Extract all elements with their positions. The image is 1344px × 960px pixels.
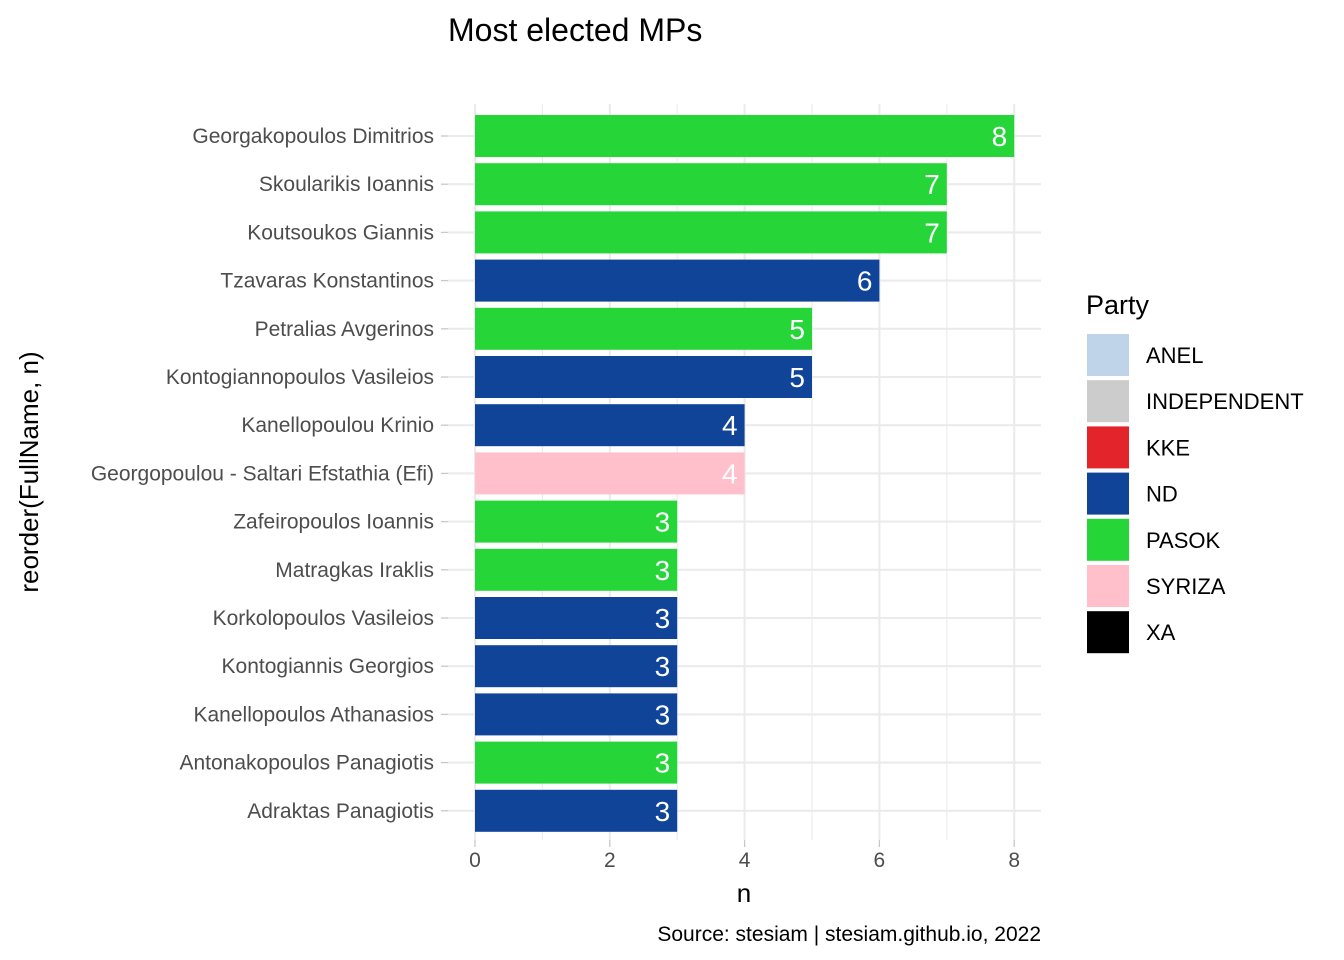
bar-value-label: 7 bbox=[924, 217, 940, 248]
bar-value-label: 3 bbox=[655, 507, 671, 538]
y-tick-label: Koutsoukos Giannis bbox=[247, 221, 434, 244]
y-tick-label: Korkolopoulos Vasileios bbox=[213, 607, 434, 630]
bar-value-label: 5 bbox=[789, 314, 805, 345]
bar bbox=[475, 115, 1015, 157]
bar-value-label: 3 bbox=[655, 748, 671, 779]
legend-label: SYRIZA bbox=[1146, 574, 1226, 599]
legend-label: ANEL bbox=[1146, 343, 1203, 368]
legend-key bbox=[1087, 611, 1129, 654]
bar bbox=[475, 211, 947, 254]
legend-key bbox=[1087, 334, 1129, 376]
y-axis: Georgakopoulos Dimitrios Skoularikis Ioan… bbox=[91, 125, 448, 823]
legend-label: PASOK bbox=[1146, 528, 1221, 553]
bar-value-label: 4 bbox=[722, 458, 738, 489]
bar-value-label: 3 bbox=[655, 651, 671, 682]
bar bbox=[475, 259, 880, 302]
x-axis-title: n bbox=[737, 878, 751, 908]
bar bbox=[475, 597, 678, 639]
legend: Party ANEL INDEPENDENT KKE ND PASOK SYRIZA XA bbox=[1086, 290, 1304, 654]
x-tick-label: 2 bbox=[604, 849, 616, 872]
chart-title: Most elected MPs bbox=[448, 12, 702, 48]
legend-key bbox=[1087, 426, 1129, 469]
bar bbox=[475, 307, 812, 350]
y-tick-label: Skoularikis Ioannis bbox=[259, 173, 434, 196]
legend-key bbox=[1087, 518, 1129, 561]
y-tick-label: Kanellopoulos Athanasios bbox=[193, 703, 434, 726]
bar bbox=[475, 693, 678, 736]
y-axis-title: reorder(FullName, n) bbox=[14, 351, 44, 592]
bar-value-label: 6 bbox=[857, 266, 873, 297]
bar-value-label: 3 bbox=[655, 555, 671, 586]
bar bbox=[475, 548, 678, 591]
bar bbox=[475, 500, 678, 543]
bars: 8 7 7 6 5 5 4 4 3 3 3 3 3 3 3 bbox=[475, 115, 1015, 832]
bar-value-label: 4 bbox=[722, 410, 738, 441]
bar bbox=[475, 163, 947, 206]
legend-label: INDEPENDENT bbox=[1146, 389, 1304, 414]
legend-label: XA bbox=[1146, 620, 1176, 645]
legend-label: KKE bbox=[1146, 435, 1190, 460]
bar bbox=[475, 645, 678, 688]
x-tick-label: 0 bbox=[469, 849, 481, 872]
x-tick-label: 4 bbox=[739, 849, 751, 872]
y-tick-label: Matragkas Iraklis bbox=[275, 559, 434, 582]
x-axis: 0 2 4 6 8 bbox=[469, 840, 1020, 872]
bar-value-label: 3 bbox=[655, 603, 671, 634]
legend-title: Party bbox=[1086, 290, 1150, 320]
y-tick-label: Georgopoulou - Saltari Efstathia (Efi) bbox=[91, 462, 434, 485]
y-tick-label: Zafeiropoulos Ioannis bbox=[233, 511, 434, 534]
bar-value-label: 3 bbox=[655, 796, 671, 827]
bar bbox=[475, 789, 678, 832]
y-tick-label: Tzavaras Konstantinos bbox=[220, 270, 434, 293]
bar bbox=[475, 356, 812, 398]
bar-value-label: 3 bbox=[655, 699, 671, 730]
bar bbox=[475, 452, 745, 495]
bar-value-label: 7 bbox=[924, 169, 940, 200]
bar-value-label: 5 bbox=[789, 362, 805, 393]
y-tick-label: Adraktas Panagiotis bbox=[247, 800, 434, 823]
y-tick-label: Kontogiannis Georgios bbox=[222, 655, 434, 678]
bar-value-label: 8 bbox=[992, 121, 1008, 152]
chart-caption: Source: stesiam | stesiam.github.io, 202… bbox=[657, 923, 1041, 946]
x-tick-label: 8 bbox=[1008, 849, 1020, 872]
y-tick-label: Antonakopoulos Panagiotis bbox=[179, 752, 434, 775]
y-tick-label: Petralias Avgerinos bbox=[255, 318, 434, 341]
legend-key bbox=[1087, 565, 1129, 607]
y-tick-label: Georgakopoulos Dimitrios bbox=[192, 125, 434, 148]
y-tick-label: Kontogiannopoulos Vasileios bbox=[166, 366, 434, 389]
legend-label: ND bbox=[1146, 482, 1178, 507]
y-tick-label: Kanellopoulou Krinio bbox=[241, 414, 434, 437]
x-tick-label: 6 bbox=[874, 849, 886, 872]
legend-key bbox=[1087, 380, 1129, 423]
bar bbox=[475, 404, 745, 447]
legend-key bbox=[1087, 472, 1129, 515]
bar bbox=[475, 741, 678, 784]
